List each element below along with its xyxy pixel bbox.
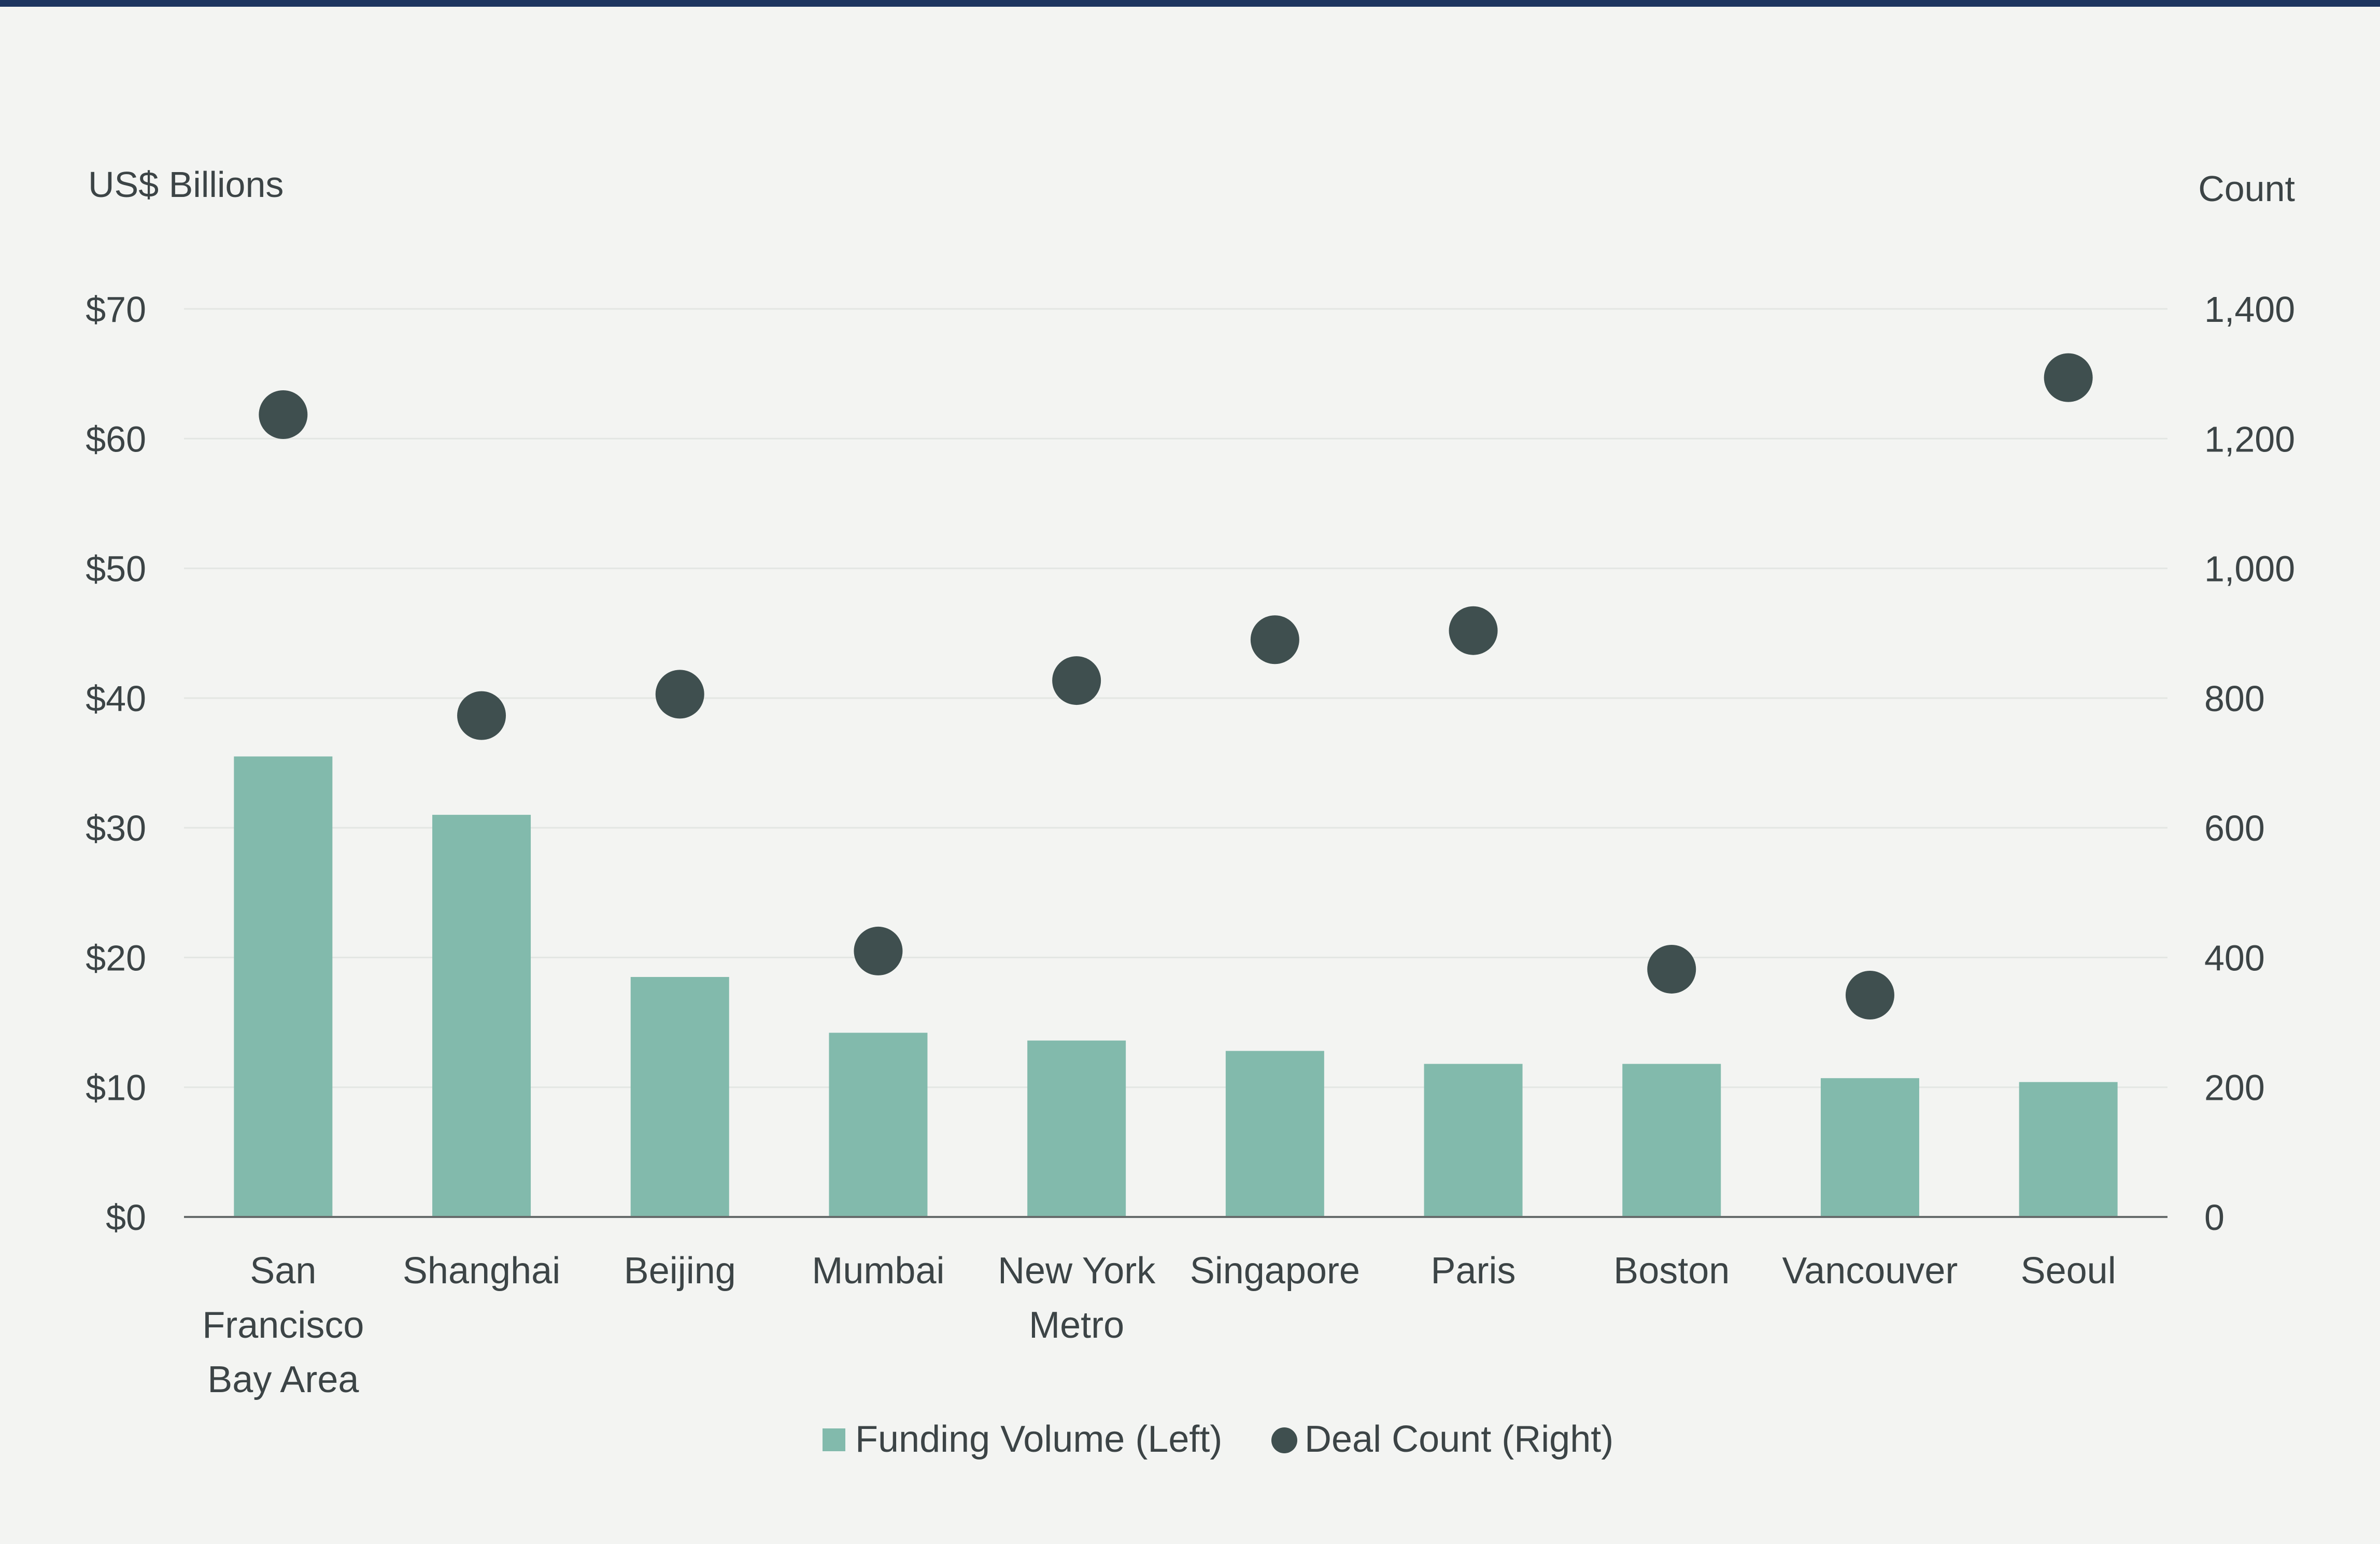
y-axis-left-label: US$ Billions: [88, 164, 284, 205]
dot-deal-count: [1647, 944, 1696, 994]
bar-funding-volume: [1820, 1078, 1919, 1217]
dot-deal-count: [655, 670, 704, 719]
y-axis-right-label: Count: [2198, 168, 2295, 209]
dot-deal-count: [1449, 606, 1498, 655]
x-tick-label: Mumbai: [812, 1250, 944, 1292]
dot-series: [259, 353, 2093, 1020]
legend-dot-swatch: [1271, 1427, 1297, 1453]
legend-bar-swatch: [823, 1428, 845, 1451]
x-tick-label: Vancouver: [1782, 1250, 1958, 1292]
bar-funding-volume: [1424, 1064, 1523, 1217]
dot-deal-count: [1052, 656, 1101, 705]
bar-series: [234, 756, 2118, 1217]
y-tick-left-label: $20: [86, 938, 146, 978]
x-tick-label: Shanghai: [403, 1250, 560, 1292]
top-rule: [0, 0, 2380, 7]
y-tick-right-label: 800: [2204, 678, 2265, 719]
dot-deal-count: [259, 390, 308, 439]
y-tick-right-label: 400: [2204, 938, 2265, 978]
y-axis-left-ticks: $0 $10 $20 $30 $40 $50 $60 $70: [86, 289, 146, 1238]
y-axis-right-ticks: 0 200 400 600 800 1,000 1,200 1,400: [2204, 289, 2295, 1238]
bar-funding-volume: [2019, 1082, 2118, 1217]
y-tick-left-label: $0: [106, 1197, 146, 1238]
y-tick-right-label: 200: [2204, 1068, 2265, 1108]
bar-funding-volume: [1622, 1064, 1721, 1217]
dot-deal-count: [1250, 615, 1299, 664]
y-tick-left-label: $60: [86, 419, 146, 459]
bar-funding-volume: [1225, 1051, 1324, 1217]
legend-dot-label: Deal Count (Right): [1305, 1419, 1613, 1460]
bar-funding-volume: [1027, 1040, 1126, 1217]
x-tick-label: Boston: [1613, 1250, 1730, 1292]
y-tick-right-label: 1,400: [2204, 289, 2295, 330]
bar-funding-volume: [630, 976, 729, 1217]
dot-deal-count: [2044, 353, 2093, 402]
x-axis-ticks: San Francisco Bay Area Shanghai Beijing Mumba…: [202, 1250, 2116, 1400]
legend-bar-label: Funding Volume (Left): [855, 1419, 1222, 1460]
x-tick-label: Paris: [1431, 1250, 1516, 1292]
x-tick-label: San Francisco Bay Area: [202, 1250, 364, 1400]
y-tick-right-label: 0: [2204, 1197, 2225, 1238]
bar-funding-volume: [432, 815, 531, 1217]
x-tick-label: Singapore: [1190, 1250, 1360, 1292]
dot-deal-count: [457, 691, 506, 740]
y-tick-left-label: $50: [86, 549, 146, 589]
dot-deal-count: [1845, 971, 1894, 1020]
y-tick-left-label: $70: [86, 289, 146, 330]
x-tick-label: New York Metro: [998, 1250, 1156, 1346]
bar-funding-volume: [829, 1032, 928, 1217]
bar-funding-volume: [234, 756, 333, 1217]
x-tick-label: Beijing: [624, 1250, 736, 1292]
y-tick-right-label: 600: [2204, 808, 2265, 848]
y-tick-left-label: $30: [86, 808, 146, 848]
x-tick-label: Seoul: [2021, 1250, 2116, 1292]
y-tick-right-label: 1,200: [2204, 419, 2295, 459]
legend: Funding Volume (Left) Deal Count (Right): [823, 1419, 1613, 1460]
y-tick-left-label: $10: [86, 1068, 146, 1108]
dot-deal-count: [854, 926, 903, 975]
y-tick-right-label: 1,000: [2204, 549, 2295, 589]
y-tick-left-label: $40: [86, 678, 146, 719]
